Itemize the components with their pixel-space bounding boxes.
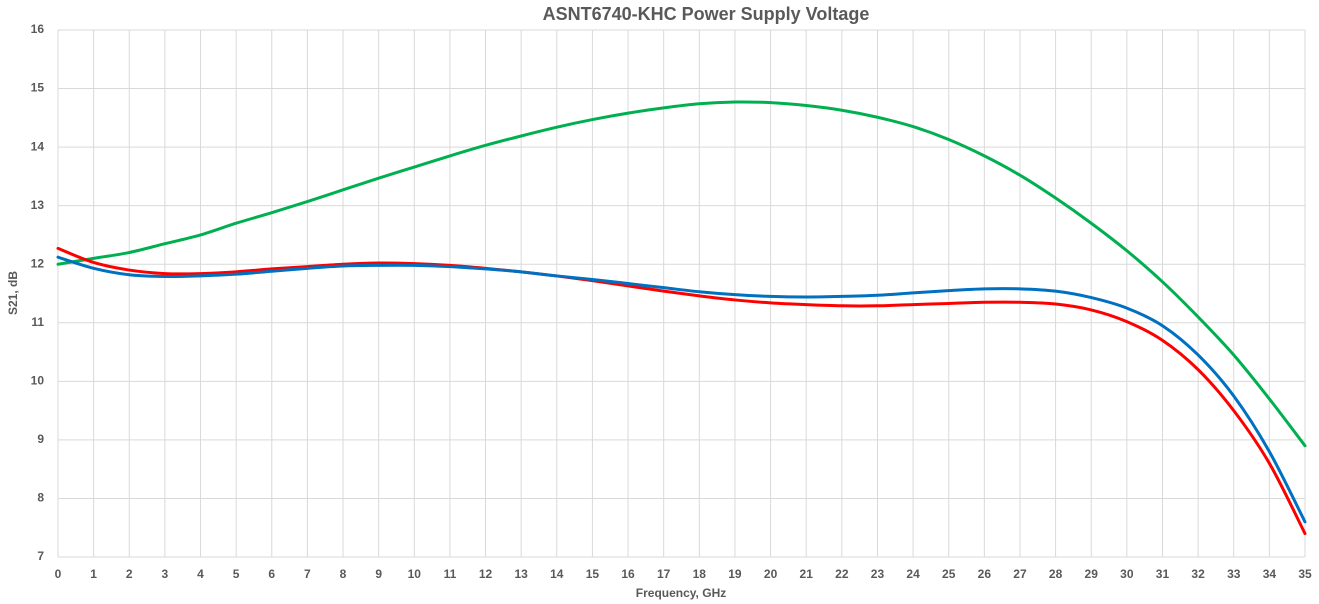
x-tick-label: 31 xyxy=(1156,567,1170,581)
x-tick-label: 26 xyxy=(978,567,992,581)
x-tick-label: 29 xyxy=(1085,567,1099,581)
x-tick-label: 33 xyxy=(1227,567,1241,581)
y-tick-label: 13 xyxy=(31,198,45,212)
x-tick-label: 10 xyxy=(408,567,422,581)
x-tick-label: 17 xyxy=(657,567,671,581)
x-tick-label: 28 xyxy=(1049,567,1063,581)
y-tick-label: 14 xyxy=(31,139,45,153)
x-tick-label: 5 xyxy=(233,567,240,581)
y-axis-label: S21, dB xyxy=(6,271,20,315)
x-tick-label: 22 xyxy=(835,567,849,581)
x-tick-label: 20 xyxy=(764,567,778,581)
x-tick-label: 19 xyxy=(728,567,742,581)
x-tick-label: 2 xyxy=(126,567,133,581)
y-tick-label: 7 xyxy=(37,549,44,563)
x-tick-label: 1 xyxy=(90,567,97,581)
x-tick-label: 9 xyxy=(375,567,382,581)
x-tick-label: 7 xyxy=(304,567,311,581)
series-line xyxy=(56,255,1307,524)
x-tick-label: 30 xyxy=(1120,567,1134,581)
x-tick-label: 18 xyxy=(693,567,707,581)
x-tick-label: 27 xyxy=(1013,567,1027,581)
x-tick-label: 35 xyxy=(1298,567,1312,581)
x-tick-label: 6 xyxy=(268,567,275,581)
x-tick-label: 23 xyxy=(871,567,885,581)
x-axis-label: Frequency, GHz xyxy=(636,586,726,600)
y-tick-label: 8 xyxy=(37,491,44,505)
x-tick-label: 3 xyxy=(162,567,169,581)
y-tick-label: 15 xyxy=(31,81,45,95)
x-tick-label: 0 xyxy=(55,567,62,581)
x-tick-label: 32 xyxy=(1191,567,1205,581)
x-tick-label: 16 xyxy=(621,567,635,581)
chart-title: ASNT6740-KHC Power Supply Voltage xyxy=(543,4,870,24)
x-tick-label: 4 xyxy=(197,567,204,581)
x-tick-label: 24 xyxy=(906,567,920,581)
series-line xyxy=(56,246,1307,536)
x-tick-label: 34 xyxy=(1263,567,1277,581)
x-tick-label: 21 xyxy=(800,567,814,581)
x-tick-label: 13 xyxy=(514,567,528,581)
x-tick-label: 15 xyxy=(586,567,600,581)
x-tick-label: 12 xyxy=(479,567,493,581)
y-tick-label: 11 xyxy=(31,315,44,329)
y-tick-label: 10 xyxy=(31,374,45,388)
y-tick-label: 12 xyxy=(31,256,45,270)
x-tick-label: 14 xyxy=(550,567,564,581)
series-line xyxy=(56,100,1307,448)
y-tick-label: 9 xyxy=(37,432,44,446)
x-tick-label: 11 xyxy=(444,567,457,581)
x-tick-label: 25 xyxy=(942,567,956,581)
x-tick-label: 8 xyxy=(340,567,347,581)
y-tick-label: 16 xyxy=(31,22,45,36)
